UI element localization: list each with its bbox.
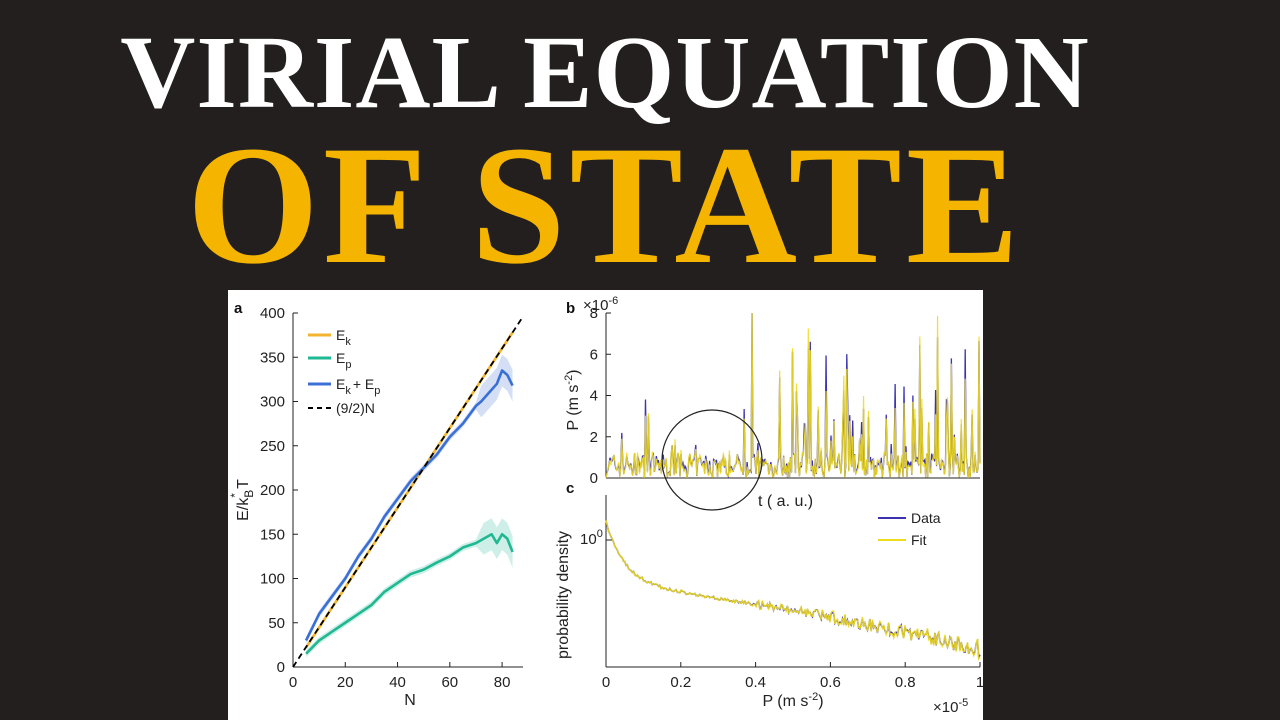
panel-label-b: b (566, 300, 575, 317)
legend-ek-sub: k (345, 336, 351, 348)
panel-label-c: c (566, 480, 574, 497)
chart-b-ticks: 0 2 4 6 8 (590, 305, 611, 487)
chart-a-xtick-label: 0 (289, 674, 297, 691)
chart-b-scale-base: ×10 (583, 297, 608, 314)
series-line-ep (305, 532, 514, 655)
series-line-fit (605, 520, 981, 661)
chart-c-ticks: 0 0.2 0.4 0.6 0.8 1 (602, 662, 983, 691)
legend-label-ek: Ek (336, 327, 351, 348)
title-line-1: VIRIAL EQUATION (120, 15, 1090, 130)
chart-c-xtick-label: 0 (602, 674, 610, 691)
chart-a-ytick-label: 350 (260, 349, 285, 366)
chart-c-series (605, 520, 981, 661)
figure-panel: a 0 50 100 150 200 250 300 350 400 0 20 40 60 80 N E/… (228, 290, 983, 720)
chart-c-xlabel-base: P (m s (762, 693, 808, 710)
chart-b-scale-exp: -6 (608, 295, 618, 307)
chart-a-ylabel-star: * (228, 493, 242, 498)
chart-b-series (605, 312, 981, 479)
chart-a-ytick-label: 200 (260, 482, 285, 499)
chart-a-ytick-label: 50 (268, 615, 285, 632)
legend-sum-sub2: p (374, 385, 380, 397)
chart-a-xtick-label: 60 (441, 674, 458, 691)
panel-label-a: a (234, 300, 243, 317)
legend-sum-sub: k (345, 385, 351, 397)
chart-a-ytick-label: 100 (260, 571, 285, 588)
title-line-2: OF STATE (186, 111, 1024, 299)
chart-b-zoom-circle (661, 409, 763, 511)
chart-c-ylabel: probability density (555, 531, 572, 659)
chart-c-legend: Data Fit (878, 510, 941, 548)
chart-c-xtick-label: 0.2 (670, 674, 691, 691)
legend-label-ideal: (9/2)N (336, 400, 375, 416)
chart-c-ytick: 100 (580, 528, 603, 548)
chart-c-scale-exp: -5 (958, 697, 968, 709)
chart-c-xtick-label: 0.8 (895, 674, 916, 691)
legend-ek-base: E (336, 327, 345, 343)
chart-b-ylabel-base: P (m s (565, 385, 582, 431)
chart-a-ytick-label: 250 (260, 438, 285, 455)
chart-b-ytick-label: 6 (590, 346, 598, 363)
chart-a-ytick-label: 0 (277, 659, 285, 676)
legend-label-fit: Fit (911, 532, 927, 548)
chart-a-ytick-label: 150 (260, 526, 285, 543)
chart-c: c 100 0 0.2 0.4 0.6 0.8 1 probability density… (555, 480, 983, 716)
legend-label-sum: Ek + Ep (336, 376, 380, 397)
chart-a-series (292, 316, 524, 668)
chart-a-xlabel: N (404, 692, 416, 709)
chart-a-ytick-label: 300 (260, 394, 285, 411)
chart-a-xtick-label: 20 (337, 674, 354, 691)
chart-b-ylabel-sup: -2 (563, 375, 575, 385)
series-line-sum (304, 369, 514, 642)
chart-c-xtick-label: 1 (976, 674, 983, 691)
chart-c-xtick-label: 0.4 (745, 674, 766, 691)
legend-sum-base: E (336, 376, 345, 392)
chart-a-ylabel-sub: B (242, 490, 256, 498)
chart-b-ylabel: P (m s-2) (563, 369, 582, 430)
chart-c-scale-base: ×10 (933, 699, 958, 716)
chart-a: a 0 50 100 150 200 250 300 350 400 0 20 40 60 80 N E/… (228, 300, 524, 709)
chart-a-ticks: 0 50 100 150 200 250 300 350 400 0 20 40 60 80 (260, 305, 510, 691)
chart-a-ylabel: E/kB* T (228, 479, 256, 521)
legend-ep-base: E (336, 350, 345, 366)
series-line-fit (605, 312, 981, 479)
chart-a-ylabel-tail: T (235, 479, 252, 493)
legend-label-data: Data (911, 510, 941, 526)
chart-b-scale: ×10-6 (583, 295, 618, 314)
chart-b-ytick-label: 8 (590, 305, 598, 322)
chart-a-legend: Ek Ep Ek + Ep (9/2)N (308, 327, 380, 416)
chart-c-xlabel-close: ) (818, 693, 823, 710)
chart-a-ylabel-base: E/k (235, 497, 252, 521)
chart-a-xtick-label: 80 (494, 674, 511, 691)
chart-b-ytick-label: 4 (590, 388, 598, 405)
chart-b-ytick-label: 0 (590, 470, 598, 487)
chart-b-ytick-label: 2 (590, 429, 598, 446)
chart-c-scale: ×10-5 (933, 697, 968, 716)
legend-label-ep: Ep (336, 350, 351, 371)
chart-a-xtick-label: 40 (389, 674, 406, 691)
chart-c-xlabel-sup: -2 (808, 691, 818, 703)
chart-a-ytick-label: 400 (260, 305, 285, 322)
chart-c-xtick-label: 0.6 (820, 674, 841, 691)
chart-b: b ×10-6 0 2 4 6 8 t ( a. u.) P (m s-2) (563, 295, 981, 511)
chart-c-ytick-exp: 0 (597, 528, 603, 540)
chart-c-ytick-base: 10 (580, 531, 597, 548)
legend-sum-mid: + E (353, 376, 374, 392)
legend-ep-sub: p (345, 359, 351, 371)
chart-c-xlabel: P (m s-2) (762, 691, 823, 710)
band-ep (306, 518, 513, 658)
chart-b-xlabel: t ( a. u.) (758, 493, 813, 510)
